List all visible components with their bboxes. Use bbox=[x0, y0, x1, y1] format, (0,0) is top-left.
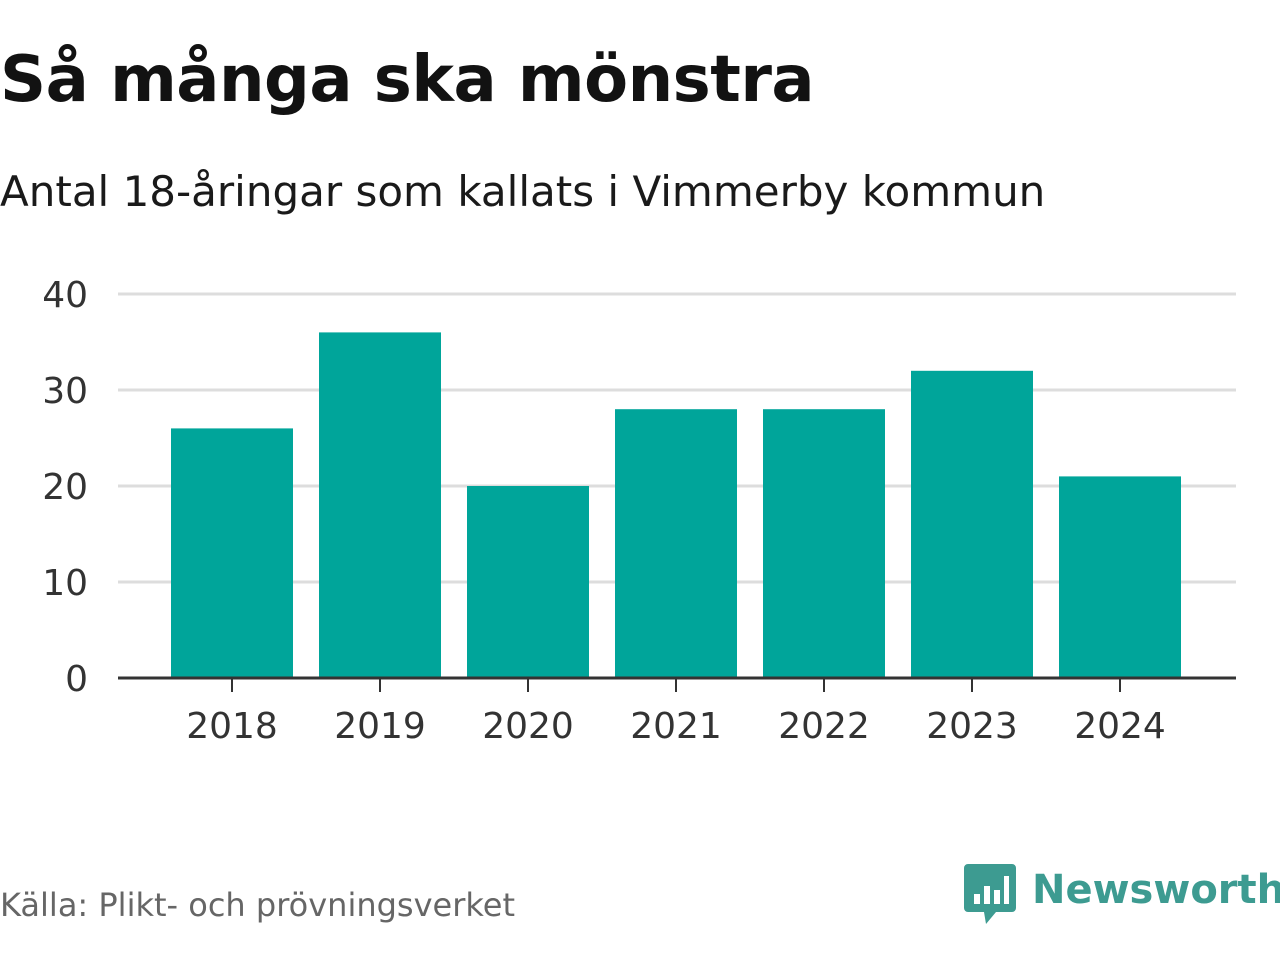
x-tick-label: 2018 bbox=[186, 706, 278, 747]
x-tick-label: 2022 bbox=[778, 706, 870, 747]
chart-title: Så många ska mönstra bbox=[0, 43, 815, 117]
x-axis-ticks: 2018 2019 2020 2021 2022 2023 2024 bbox=[186, 678, 1166, 747]
x-tick-label: 2024 bbox=[1074, 706, 1166, 747]
x-tick-label: 2019 bbox=[334, 706, 426, 747]
x-tick-label: 2023 bbox=[926, 706, 1018, 747]
y-tick-label: 30 bbox=[42, 371, 88, 412]
chart-subtitle: Antal 18-åringar som kallats i Vimmerby … bbox=[0, 167, 1046, 216]
bar bbox=[615, 409, 737, 678]
x-tick-label: 2020 bbox=[482, 706, 574, 747]
source-note: Källa: Plikt- och prövningsverket bbox=[0, 886, 515, 924]
bar bbox=[1059, 476, 1181, 678]
y-tick-label: 40 bbox=[42, 275, 88, 316]
y-axis-ticks: 0 10 20 30 40 bbox=[42, 275, 88, 700]
bars bbox=[171, 332, 1181, 678]
bar bbox=[911, 370, 1033, 678]
bar bbox=[763, 409, 885, 678]
y-tick-label: 10 bbox=[42, 563, 88, 604]
bar bbox=[319, 332, 441, 678]
bar bbox=[467, 486, 589, 678]
y-tick-label: 0 bbox=[65, 659, 88, 700]
newsworthy-logo-icon bbox=[964, 864, 1016, 924]
brand-logo: Newsworthy bbox=[964, 862, 1280, 926]
bar bbox=[171, 428, 293, 678]
y-tick-label: 20 bbox=[42, 467, 88, 508]
x-tick-label: 2021 bbox=[630, 706, 722, 747]
brand-name: Newsworthy bbox=[1032, 867, 1280, 913]
